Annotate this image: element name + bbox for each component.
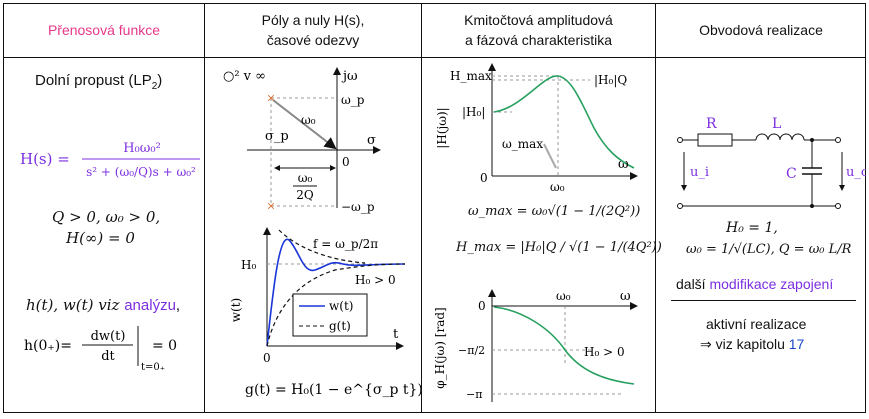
active-realization: aktivní realizace: [706, 316, 807, 332]
pole-marker: ×: [266, 200, 275, 213]
h0-axis-label: H₀: [241, 258, 256, 272]
w0-label: ω₀: [301, 113, 316, 127]
pole-marker: ×: [266, 92, 275, 105]
phase-condition: H₀ > 0: [584, 345, 625, 359]
legend-g: g(t): [329, 319, 351, 333]
h0q-label: |H₀|Q: [594, 73, 627, 87]
responses-reference: h(t), w(t) viz analýzu,: [26, 296, 181, 314]
modifications-line: další modifikace zapojení: [676, 276, 834, 292]
legend-w: w(t): [329, 299, 353, 313]
wt-axis-label: w(t): [229, 298, 243, 322]
hs-denominator: s² + (ω₀/Q)s + ω₀²: [86, 165, 196, 179]
hmax-formula: H_max = |H₀|Q / √(1 − 1/(4Q²)): [456, 240, 662, 255]
wmax-label: ω_max: [502, 137, 543, 151]
chapter-link[interactable]: 17: [788, 336, 805, 352]
magnitude-plot: H_max |H₀|Q |H₀| |H(jω)| ω_max ω 0 ω₀: [435, 63, 638, 194]
phase-axis-label: φ_H(jω) [rad]: [433, 307, 447, 389]
g-formula: g(t) = H₀(1 − e^{σ_p t}): [245, 382, 421, 398]
wmax-formula: ω_max = ω₀√(1 − 1/(2Q²)): [468, 204, 641, 219]
hs-lhs: H(s) =: [20, 150, 70, 168]
inductor-l: [755, 133, 805, 141]
wp-top-label: ω_p: [341, 93, 365, 107]
header-poles-zeros: Póly a nuly H(s), časové odezvy: [261, 12, 365, 48]
sigma-label: σ: [367, 133, 376, 148]
w0-label: ω₀: [550, 180, 565, 194]
legend: [292, 293, 368, 337]
w0-2q-denominator: 2Q: [296, 188, 314, 202]
pole-zero-plot: × × ○² v ∞ jω ω_p ω₀ σ_p σ 0 ω₀ 2Q −ω_p: [223, 67, 381, 214]
response-condition: H₀ > 0: [355, 273, 396, 287]
column-divider: [204, 3, 205, 413]
step-response-w: [266, 238, 406, 347]
modifications-link[interactable]: modifikace zapojení: [709, 276, 834, 292]
minus-pi-label: −π: [466, 388, 482, 401]
header-transfer-function: Přenosová funkce: [47, 22, 161, 38]
zeros-label: ○² v ∞: [223, 69, 266, 84]
minus-pi-half-label: −π/2: [458, 344, 485, 357]
sigma-p-label: σ_p: [265, 129, 289, 144]
envelope-g: [266, 263, 406, 347]
table-border: [3, 3, 866, 413]
transfer-function-formula: H(s) = H₀ω₀² s² + (ω₀/Q)s + ω₀²: [20, 141, 200, 179]
time-response-plot: H₀ f = ω_p/2π H₀ > 0 w(t) w(t) g(t) t 0 …: [229, 227, 421, 398]
zero-label: 0: [480, 171, 488, 185]
omega-label: ω: [618, 157, 629, 172]
r-label: R: [706, 116, 717, 132]
hs-numerator: H₀ω₀²: [123, 141, 161, 156]
column-divider: [655, 3, 656, 413]
column-divider: [421, 3, 422, 413]
w0-2q-numerator: ω₀: [298, 171, 313, 185]
uo-label: u_o: [846, 165, 866, 180]
ui-label: u_i: [690, 165, 709, 180]
time-origin-label: 0: [263, 351, 271, 365]
h0-label: |H₀|: [462, 105, 485, 119]
h0-denominator: dt: [101, 349, 115, 364]
magnitude-axis-label: |H(jω)|: [435, 107, 449, 148]
h0-equation: H₀ = 1,: [726, 220, 778, 236]
origin-label: 0: [342, 155, 350, 169]
upper-envelope: [278, 229, 366, 264]
initial-condition-formula: h(0₊)= dw(t) dt t=0₊ = 0: [24, 326, 177, 373]
rlc-circuit: R L C u_i u_o: [677, 116, 866, 209]
phase-omega-label: ω: [620, 289, 631, 304]
cell-divider: [671, 300, 856, 301]
conditions-line2: H(∞) = 0: [66, 229, 135, 247]
conditions-line1: Q > 0, ω₀ > 0,: [52, 208, 161, 226]
phase-curve: [493, 306, 635, 385]
h0-rhs: = 0: [152, 338, 177, 354]
hmax-label: H_max: [450, 69, 492, 83]
phase-plot: 0 ω₀ ω φ_H(jω) [rad] −π/2 −π H₀ > 0: [433, 289, 638, 402]
w0-vector: [272, 99, 337, 150]
h0-eval-point: t=0₊: [141, 362, 165, 373]
jw-label: jω: [341, 69, 358, 84]
header-circuit-realization: Obvodová realizace: [699, 22, 823, 38]
magnitude-curve: [493, 75, 635, 169]
c-label: C: [786, 166, 797, 182]
l-label: L: [772, 116, 781, 132]
frequency-label: f = ω_p/2π: [313, 237, 378, 251]
header-divider: [3, 57, 866, 58]
see-chapter-line: ⇒ viz kapitolu 17: [700, 336, 805, 352]
resistor-r: [697, 133, 733, 147]
wp-bot-label: −ω_p: [341, 200, 375, 214]
w0-q-equation: ω₀ = 1/√(LC), Q = ω₀ L/R: [686, 242, 852, 257]
t-axis-label: t: [393, 327, 399, 342]
analysis-link[interactable]: analýzu: [124, 297, 176, 314]
h0-numerator: dw(t): [91, 329, 126, 344]
header-frequency-response: Kmitočtová amplitudová a fázová charakter…: [464, 12, 613, 48]
filter-name: Dolní propust (LP2): [35, 72, 163, 92]
phase-zero-label: 0: [478, 299, 486, 313]
h0-lhs: h(0₊)=: [24, 338, 72, 354]
phase-w0-label: ω₀: [556, 289, 571, 303]
